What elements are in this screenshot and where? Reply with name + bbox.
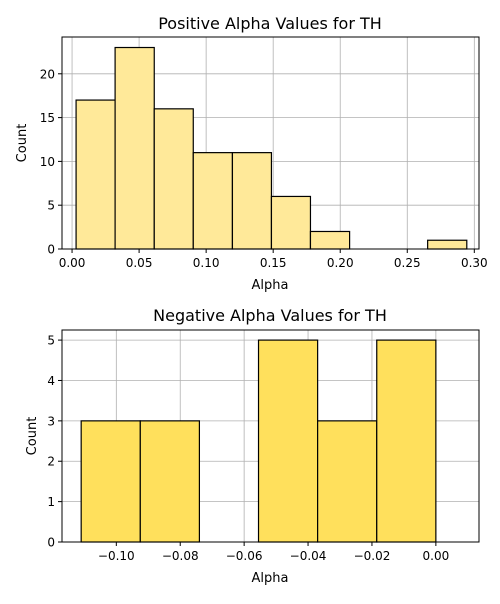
histogram-bar bbox=[317, 420, 378, 543]
histogram-bar bbox=[75, 99, 116, 250]
histogram-bar bbox=[427, 239, 468, 250]
y-tick-label: 0 bbox=[47, 536, 55, 550]
x-tick-label: −0.04 bbox=[290, 549, 327, 563]
x-tick-label: 0.25 bbox=[394, 256, 421, 270]
y-tick-label: 3 bbox=[47, 414, 55, 428]
y-tick-label: 15 bbox=[40, 111, 55, 125]
histogram-bar bbox=[153, 108, 194, 250]
histogram-bar bbox=[114, 46, 155, 250]
negative-alpha-chart: Negative Alpha Values for TH Alpha Count… bbox=[25, 306, 480, 586]
histogram-bar bbox=[309, 230, 351, 250]
axes-frame bbox=[61, 36, 480, 250]
x-tick-label: 0.00 bbox=[59, 256, 86, 270]
y-tick-label: 10 bbox=[40, 155, 55, 169]
x-tick-label: −0.02 bbox=[354, 549, 391, 563]
bars bbox=[80, 339, 437, 543]
x-tick-label: 0.10 bbox=[193, 256, 220, 270]
x-tick-label: 0.00 bbox=[423, 549, 450, 563]
x-axis-label: Alpha bbox=[252, 571, 289, 586]
y-tick-label: 4 bbox=[47, 374, 55, 388]
y-tick-label: 20 bbox=[40, 67, 55, 81]
x-tick-label: −0.08 bbox=[162, 549, 199, 563]
y-tick-label: 2 bbox=[47, 455, 55, 469]
histogram-bar bbox=[231, 152, 273, 250]
x-tick-label: 0.30 bbox=[461, 256, 488, 270]
histogram-bar bbox=[139, 420, 201, 543]
y-tick-label: 5 bbox=[47, 199, 55, 213]
chart-title: Negative Alpha Values for TH bbox=[153, 306, 387, 325]
axes-frame bbox=[61, 329, 480, 543]
x-tick-label: 0.05 bbox=[126, 256, 153, 270]
histogram-bar bbox=[257, 339, 319, 543]
x-tick-label: 0.20 bbox=[327, 256, 354, 270]
y-axis-label: Count bbox=[15, 124, 30, 163]
x-axis-label: Alpha bbox=[252, 278, 289, 293]
x-tick-label: 0.15 bbox=[260, 256, 287, 270]
positive-alpha-chart: Positive Alpha Values for TH Alpha Count… bbox=[15, 14, 488, 293]
histogram-bar bbox=[270, 195, 312, 250]
x-tick-label: −0.10 bbox=[98, 549, 135, 563]
y-axis-label: Count bbox=[25, 417, 40, 456]
histogram-bar bbox=[192, 152, 234, 250]
histogram-bar bbox=[376, 339, 437, 543]
y-tick-label: 0 bbox=[47, 243, 55, 257]
bars bbox=[75, 46, 468, 250]
y-tick-label: 5 bbox=[47, 334, 55, 348]
x-tick-label: −0.06 bbox=[226, 549, 263, 563]
y-tick-label: 1 bbox=[47, 495, 55, 509]
histogram-bar bbox=[80, 420, 141, 543]
chart-title: Positive Alpha Values for TH bbox=[158, 14, 382, 33]
